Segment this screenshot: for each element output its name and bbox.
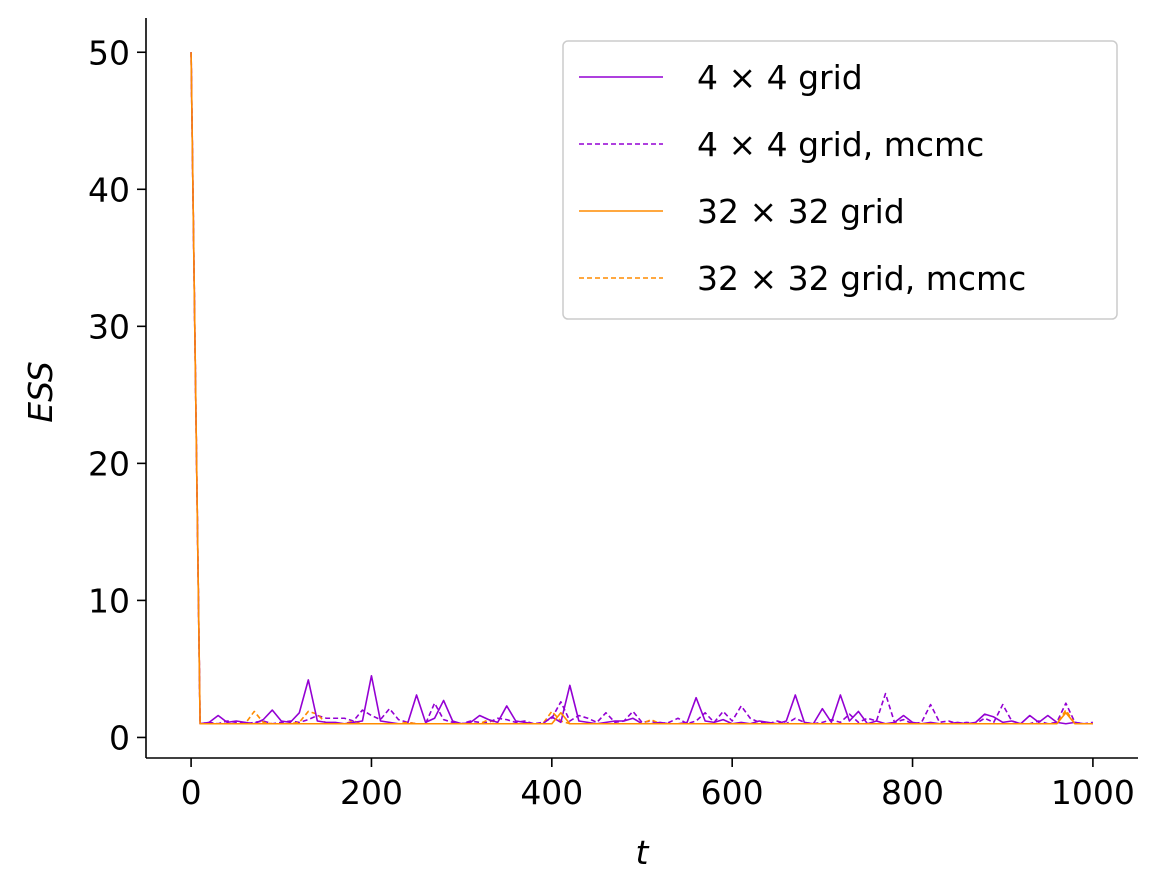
x-tick-label: 800 (881, 773, 944, 812)
series-line-3 (190, 52, 1093, 725)
legend-label: 32 × 32 grid (697, 192, 905, 231)
legend-label: 32 × 32 grid, mcmc (697, 259, 1026, 298)
y-tick-label: 10 (88, 581, 130, 620)
x-tick-label: 1000 (1051, 773, 1135, 812)
series-layer (190, 52, 1094, 725)
x-tick-label: 600 (701, 773, 764, 812)
y-tick-label: 40 (88, 170, 130, 209)
legend: 4 × 4 grid 4 × 4 grid, mcmc 32 × 32 grid 32… (562, 40, 1118, 320)
tick-marks: 0 200 400 600 800 1000 0 10 20 30 40 50 (88, 33, 1135, 812)
y-axis-label: ESS (21, 361, 60, 423)
x-tick-label: 200 (340, 773, 403, 812)
y-tick-label: 30 (88, 307, 130, 346)
y-tick-label: 50 (88, 33, 130, 72)
legend-label: 4 × 4 grid, mcmc (697, 125, 984, 164)
y-tick-label: 20 (88, 444, 130, 483)
x-tick-label: 0 (181, 773, 202, 812)
x-tick-label: 400 (520, 773, 583, 812)
axes (145, 18, 1138, 759)
series-line-2 (190, 52, 1094, 725)
legend-label: 4 × 4 grid (697, 58, 863, 97)
y-tick-label: 0 (109, 718, 130, 757)
legend-box (562, 40, 1118, 320)
x-axis-label: t (636, 833, 650, 872)
